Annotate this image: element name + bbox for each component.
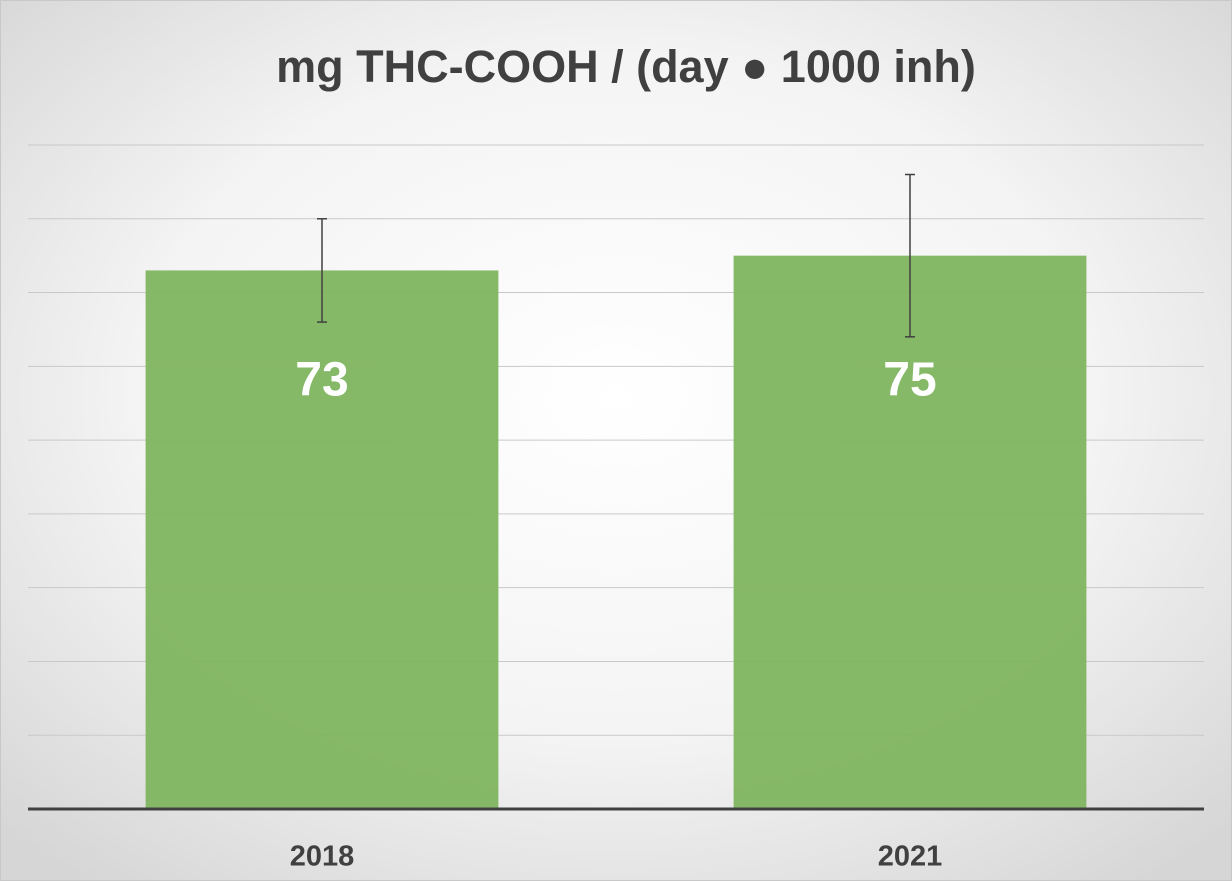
chart-title: mg THC-COOH / (day ● 1000 inh) — [276, 41, 976, 92]
error-bar — [905, 173, 915, 338]
data-label: 75 — [883, 354, 936, 407]
x-tick-label: 2021 — [878, 841, 943, 873]
error-bar — [317, 218, 327, 323]
bar — [145, 270, 499, 809]
bar — [733, 255, 1087, 809]
x-tick-label: 2018 — [290, 841, 355, 873]
data-label: 73 — [295, 354, 348, 407]
